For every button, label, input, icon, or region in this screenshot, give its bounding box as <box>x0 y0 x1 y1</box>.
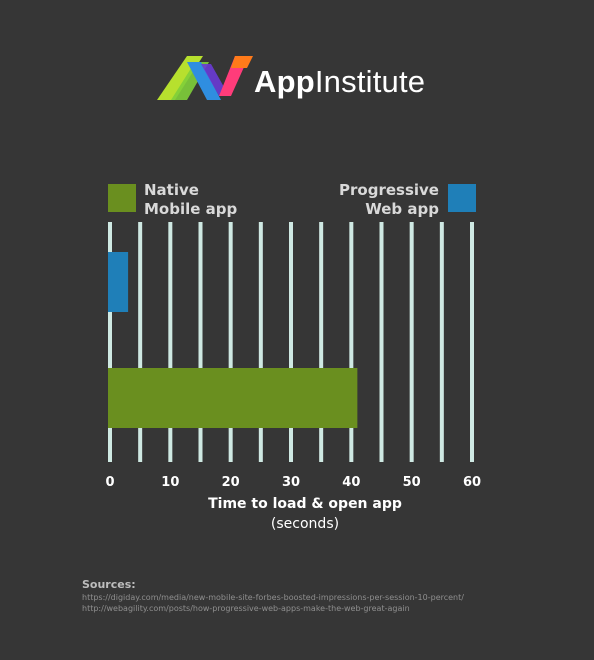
x-tick-label-0: 0 <box>105 475 114 490</box>
x-tick-label-20: 20 <box>222 475 240 490</box>
legend-label-native-line2: Mobile app <box>144 200 238 218</box>
chart-tick-labels: 0 10 20 30 40 50 60 <box>105 475 481 490</box>
brand-name-regular: Institute <box>314 64 426 99</box>
chart-bars <box>108 252 358 428</box>
x-tick-label-10: 10 <box>161 475 179 490</box>
appinstitute-logo: AppInstitute <box>157 52 447 108</box>
x-tick-label-50: 50 <box>403 475 421 490</box>
legend-swatch-pwa <box>448 184 476 212</box>
legend-label-native-line1: Native <box>144 181 199 199</box>
x-tick-label-40: 40 <box>342 475 360 490</box>
bar-progressive-web-app <box>108 252 129 312</box>
x-tick-label-60: 60 <box>463 475 481 490</box>
x-axis-title: Time to load & open app <box>208 496 402 512</box>
legend-label-native: Native Mobile app <box>144 181 237 219</box>
source-link-1[interactable]: https://digiday.com/media/new-mobile-sit… <box>82 593 464 602</box>
x-tick-label-30: 30 <box>282 475 300 490</box>
brand-name: AppInstitute <box>254 64 425 100</box>
source-link-2[interactable]: http://webagility.com/posts/how-progress… <box>82 604 410 613</box>
bar-native-mobile-app <box>108 368 358 428</box>
sources-title: Sources: <box>82 578 136 591</box>
legend-label-pwa-line1: Progressive <box>339 181 439 199</box>
appinstitute-logo-mark <box>157 56 253 100</box>
legend-swatch-native <box>108 184 136 212</box>
legend-label-pwa: Progressive Web app <box>330 181 439 219</box>
x-axis-subtitle: (seconds) <box>270 516 340 532</box>
legend-label-pwa-line2: Web app <box>365 200 439 218</box>
brand-name-bold: App <box>254 64 315 99</box>
sources-block: Sources: https://digiday.com/media/new-m… <box>82 578 582 614</box>
